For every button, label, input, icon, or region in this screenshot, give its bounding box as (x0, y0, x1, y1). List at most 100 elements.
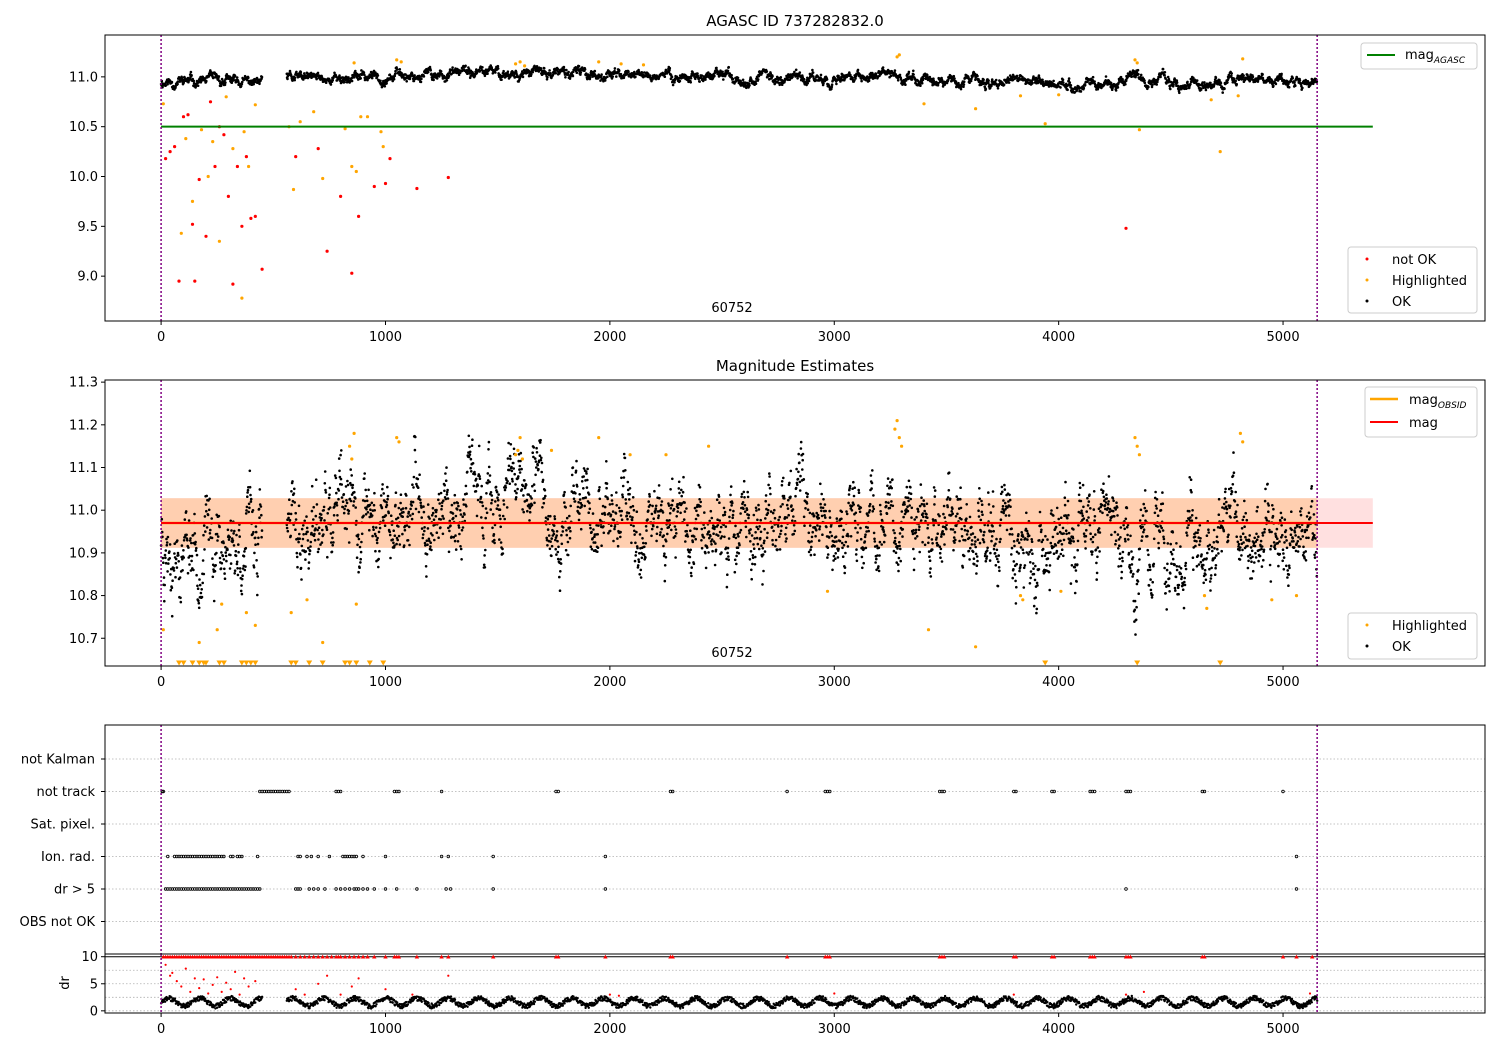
highlighted-point (291, 187, 296, 192)
legend-obsid-label: mag (1409, 393, 1438, 408)
flag-point (251, 887, 255, 891)
x-tick-label: 0 (157, 675, 165, 690)
flag-point (280, 789, 284, 794)
dr-saturated-marker (1202, 954, 1207, 959)
flags-gridlines (105, 758, 1485, 922)
flag-point (166, 854, 170, 859)
dr-ticks: 0 1000 2000 3000 4000 5000 0 5 10 (81, 950, 1299, 1037)
not-ok-point (226, 194, 230, 198)
y-tick-label: 10.0 (69, 170, 98, 185)
highlighted-point (224, 95, 228, 99)
dr-saturated-marker (372, 954, 377, 959)
highlighted-point (1241, 57, 1245, 61)
flag-point (188, 854, 192, 859)
not-ok-point (372, 184, 376, 189)
dr-saturated-marker (360, 954, 366, 959)
highlighted-point (1218, 150, 1222, 154)
flag-point (163, 887, 168, 891)
flag-point (439, 854, 444, 859)
dr-saturated-marker (1128, 954, 1133, 959)
highlighted-point (365, 115, 370, 119)
highlighted-point (1021, 598, 1025, 602)
dr-not-ok-point (1012, 993, 1015, 996)
highlighted-point (922, 102, 926, 106)
flag-point (392, 789, 397, 794)
agasc-ticks: 0 1000 2000 3000 4000 5000 9.0 9.5 10.0 10.5 11.0 (69, 70, 1300, 345)
flag-point (671, 789, 675, 794)
highlighted-point (1137, 453, 1141, 457)
dr-not-ok-point (216, 976, 219, 979)
flag-point (184, 887, 188, 891)
dr-saturated-marker (383, 954, 388, 959)
highlighted-point (381, 145, 385, 149)
highlighted-below-axis-marker (380, 660, 387, 666)
legend-ok-marker (1365, 299, 1369, 303)
flag-point (327, 854, 332, 859)
flag-point (168, 887, 172, 891)
dr-saturated-marker (320, 954, 325, 959)
flag-point (161, 789, 165, 794)
flag-point (179, 887, 183, 891)
flag-point (336, 789, 341, 794)
dr-saturated-marker (315, 954, 321, 959)
dr-saturated-marker (302, 954, 307, 959)
dr-not-ok-point (220, 990, 223, 994)
legend-ok-label: OK (1392, 640, 1411, 655)
highlighted-point (352, 431, 356, 435)
dr-ylabel: dr (58, 976, 73, 990)
dr-not-ok-point (184, 967, 187, 970)
dr-not-ok-point (171, 971, 174, 975)
y-tick-label: 11.1 (69, 461, 98, 476)
highlighted-point (926, 628, 931, 632)
flag-point (1294, 887, 1299, 891)
highlighted-point (1133, 436, 1137, 440)
dr-saturated-marker (289, 954, 294, 959)
flag-point (347, 887, 352, 891)
not-ok-point (383, 181, 388, 186)
x-tick-label: 5000 (1267, 330, 1300, 345)
agasc-title: AGASC ID 737282832.0 (706, 12, 884, 30)
highlighted-point (1133, 58, 1137, 62)
flag-point (383, 854, 388, 859)
highlighted-point (395, 58, 399, 62)
flag-point (347, 854, 352, 859)
dr-not-ok-point (225, 981, 228, 984)
highlighted-point (628, 453, 632, 457)
not-ok-point (177, 279, 181, 283)
highlighted-point (220, 602, 224, 606)
highlighted-point (247, 164, 251, 169)
dr-saturated-marker (329, 954, 334, 959)
highlighted-point (1238, 431, 1242, 435)
flag-point (172, 854, 177, 859)
not-ok-point (208, 100, 213, 104)
flag-point (356, 887, 361, 891)
dr-saturated-marker (338, 954, 343, 959)
magnitude-legend-top: magOBSID mag (1364, 386, 1478, 438)
dr-saturated-marker (446, 954, 451, 959)
flag-point (365, 887, 370, 891)
agasc-obsid-annotation: 60752 (711, 301, 752, 316)
y-tick-label: 9.5 (77, 220, 98, 235)
not-ok-point (357, 214, 361, 218)
highlighted-point (242, 130, 246, 134)
x-tick-label: 2000 (593, 330, 626, 345)
flag-point (160, 789, 164, 794)
highlighted-point (619, 62, 623, 66)
highlighted-below-axis-marker (288, 660, 295, 666)
not-ok-point (231, 282, 235, 286)
y-tick-label: 9.0 (77, 270, 98, 285)
dr-saturated-marker (306, 954, 312, 959)
not-ok-point (415, 186, 419, 191)
flag-point (213, 887, 217, 891)
flag-point (258, 887, 262, 891)
dr-saturated-marker (603, 954, 608, 959)
not-ok-point (244, 155, 248, 159)
legend-obsid-subscript: OBSID (1438, 401, 1467, 411)
highlighted-point (549, 448, 554, 452)
flag-point (439, 789, 444, 794)
flag-point (361, 854, 365, 859)
highlighted-point (343, 127, 347, 131)
x-tick-label: 0 (157, 330, 165, 345)
flag-point (312, 887, 316, 891)
highlighted-point (312, 110, 316, 114)
